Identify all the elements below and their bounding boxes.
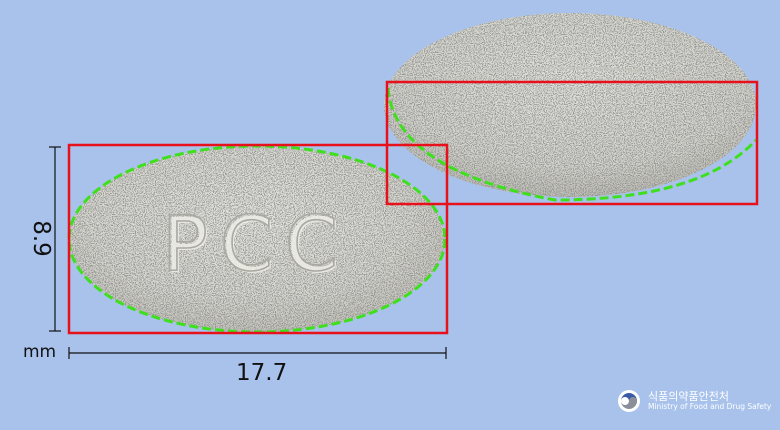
tablet-imprint: PCC PCC [161,198,352,290]
width-dimension-line [49,146,61,332]
front-bounding-box [67,143,449,335]
length-dimension-line [68,347,447,359]
length-value: 17.7 [236,360,288,386]
tablet-front-view: PCC PCC [69,146,445,332]
imprint-highlight: PCC [164,201,352,290]
unit-label: mm [23,342,57,362]
brand-name-korean: 식품의약품안전처 [648,390,729,403]
brand-name-english: Ministry of Food and Drug Safety [648,402,772,411]
side-outline-fit [386,87,758,202]
tablet-side-view [384,13,756,197]
imprint-emboss: PCC [162,199,350,288]
mfds-emblem-icon [618,390,640,412]
mfds-logo: 식품의약품안전처 Ministry of Food and Drug Safet… [617,387,771,415]
width-value: 8.9 [27,220,54,257]
side-bounding-box [385,80,759,206]
